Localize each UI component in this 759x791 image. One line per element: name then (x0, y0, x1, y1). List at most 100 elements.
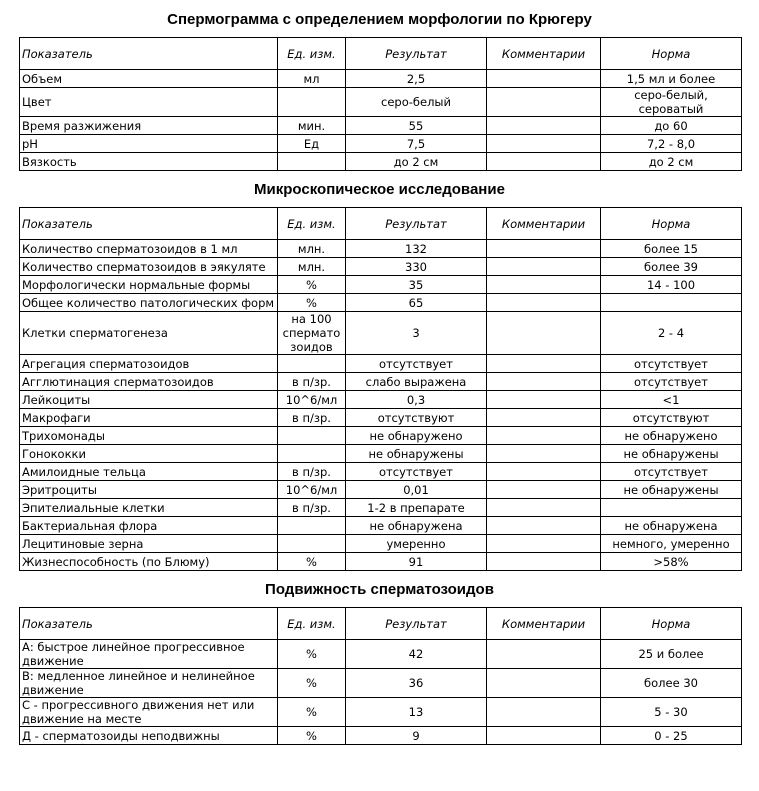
table-cell: до 2 см (600, 152, 742, 171)
table-cell: отсутствует (600, 372, 742, 391)
data-table: Показатель Ед. изм. Результат Комментарии Но… (19, 207, 742, 571)
table-cell: Лецитиновые зерна (19, 534, 278, 553)
header-cell: Результат (345, 207, 487, 240)
table-cell: не обнаружена (345, 516, 487, 535)
header-cell: Норма (600, 207, 742, 240)
table-cell: А: быстрое линейное прогрессивное движен… (19, 639, 278, 669)
header-cell: Показатель (19, 37, 278, 70)
table-row: Гонококки не обнаружены не обнаружены (19, 444, 742, 463)
table-cell: 42 (345, 639, 487, 669)
table-cell: % (277, 668, 346, 698)
table-cell: 65 (345, 293, 487, 312)
table-cell: отсутствует (600, 354, 742, 373)
table-cell (277, 444, 346, 463)
table-row: Лецитиновые зерна умеренно немного, умерен… (19, 534, 742, 553)
table-cell: 7,5 (345, 134, 487, 153)
table-cell: Гонококки (19, 444, 278, 463)
table-cell (486, 462, 601, 481)
table-row: Объем мл 2,5 1,5 мл и более (19, 69, 742, 88)
table-cell (277, 426, 346, 445)
table-row: Количество сперматозоидов в 1 мл млн. 132 б… (19, 239, 742, 258)
table-cell: Д - сперматозоиды неподвижны (19, 726, 278, 745)
table-cell: Эритроциты (19, 480, 278, 499)
header-cell: Норма (600, 607, 742, 640)
table-cell (486, 152, 601, 171)
table-cell: мл (277, 69, 346, 88)
header-row: Показатель Ед. изм. Результат Комментарии Но… (19, 607, 742, 640)
table-cell (486, 116, 601, 135)
data-table: Показатель Ед. изм. Результат Комментарии Но… (19, 607, 742, 745)
table-cell (277, 516, 346, 535)
table-row: Агрегация сперматозоидов отсутствует отсут… (19, 354, 742, 373)
table-cell: 10^6/мл (277, 390, 346, 409)
table-cell: 0,3 (345, 390, 487, 409)
table-cell: Жизнеспособность (по Блюму) (19, 552, 278, 571)
table-cell: немного, умеренно (600, 534, 742, 553)
table-cell: отсутствуют (345, 408, 487, 427)
table-cell (486, 87, 601, 117)
table-cell: 13 (345, 697, 487, 727)
table-cell: % (277, 639, 346, 669)
table-row: Количество сперматозоидов в эякуляте млн.… (19, 257, 742, 276)
table-cell (277, 87, 346, 117)
table-cell (486, 480, 601, 499)
table-cell: отсутствует (600, 462, 742, 481)
table-cell: не обнаружено (600, 426, 742, 445)
table-cell: не обнаружена (600, 516, 742, 535)
header-row: Показатель Ед. изм. Результат Комментарии Но… (19, 37, 742, 70)
table-cell: Ед (277, 134, 346, 153)
table-cell: Морфологически нормальные формы (19, 275, 278, 294)
table-cell: 0,01 (345, 480, 487, 499)
table-cell: Цвет (19, 87, 278, 117)
table-cell: Трихомонады (19, 426, 278, 445)
table-cell: млн. (277, 239, 346, 258)
header-cell: Результат (345, 37, 487, 70)
table-cell (277, 152, 346, 171)
table-cell: В: медленное линейное и нелинейное движе… (19, 668, 278, 698)
table-cell (486, 516, 601, 535)
table-cell: слабо выражена (345, 372, 487, 391)
table-row: Агглютинация сперматозоидов в п/зр. слабо … (19, 372, 742, 391)
table-cell (486, 311, 601, 355)
table-cell: Вязкость (19, 152, 278, 171)
header-cell: Результат (345, 607, 487, 640)
table-cell: в п/зр. (277, 372, 346, 391)
table-cell: Общее количество патологических форм (19, 293, 278, 312)
table-cell (486, 639, 601, 669)
table-cell: более 30 (600, 668, 742, 698)
table-row: Эритроциты 10^6/мл 0,01 не обнаружены (19, 480, 742, 499)
table-cell: в п/зр. (277, 462, 346, 481)
table-cell: до 2 см (345, 152, 487, 171)
section-title: Подвижность сперматозоидов (265, 581, 494, 598)
table-cell: 91 (345, 552, 487, 571)
table-cell: 132 (345, 239, 487, 258)
table-cell: % (277, 293, 346, 312)
table-cell: на 100 сперматозоидов (277, 311, 346, 355)
table-cell: более 15 (600, 239, 742, 258)
table-cell: не обнаружены (345, 444, 487, 463)
table-cell (486, 275, 601, 294)
table-row: Клетки сперматогенеза на 100 сперматозоид… (19, 311, 742, 355)
header-cell: Норма (600, 37, 742, 70)
section-title: Микроскопическое исследование (254, 181, 505, 198)
table-cell: серо-белый, сероватый (600, 87, 742, 117)
table-cell: Амилоидные тельца (19, 462, 278, 481)
table-cell: не обнаружено (345, 426, 487, 445)
table-cell (486, 408, 601, 427)
data-table: Показатель Ед. изм. Результат Комментарии Но… (19, 37, 742, 171)
table-cell: серо-белый (345, 87, 487, 117)
table-cell (600, 293, 742, 312)
table-cell (486, 668, 601, 698)
header-cell: Показатель (19, 207, 278, 240)
table-cell: до 60 (600, 116, 742, 135)
table-row: pH Ед 7,5 7,2 - 8,0 (19, 134, 742, 153)
table-row: Цвет серо-белый серо-белый, сероватый (19, 87, 742, 117)
table-cell (486, 697, 601, 727)
table-cell: 0 - 25 (600, 726, 742, 745)
table-cell: 7,2 - 8,0 (600, 134, 742, 153)
table-cell: отсутствует (345, 354, 487, 373)
header-cell: Ед. изм. (277, 607, 346, 640)
table-cell: мин. (277, 116, 346, 135)
table-row: Амилоидные тельца в п/зр. отсутствует отсут… (19, 462, 742, 481)
table-cell: млн. (277, 257, 346, 276)
